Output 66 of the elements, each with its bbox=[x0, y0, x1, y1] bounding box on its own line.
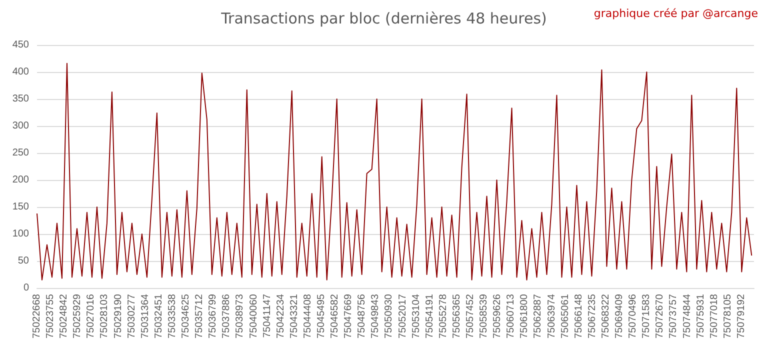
x-tick-label: 75067235 bbox=[586, 294, 598, 338]
x-tick-label: 75063974 bbox=[546, 294, 558, 338]
text: graphique créé par @arcange bbox=[594, 7, 758, 20]
x-tick-label: 75078105 bbox=[722, 294, 734, 338]
x-tick-label: 75047669 bbox=[343, 294, 354, 338]
y-tick-label: 450 bbox=[12, 40, 30, 50]
x-tick-label: 75044408 bbox=[302, 294, 314, 338]
x-tick-label: 75043321 bbox=[288, 294, 300, 338]
y-tick-label: 100 bbox=[12, 228, 30, 240]
x-tick-label: 75055278 bbox=[438, 294, 449, 338]
x-tick-label: 75031364 bbox=[140, 294, 151, 338]
x-tick-label: 75074844 bbox=[682, 294, 693, 338]
x-tick-label: 75062887 bbox=[532, 294, 544, 338]
x-tick-label: 75030277 bbox=[126, 294, 138, 338]
x-tick-label: 75058539 bbox=[478, 294, 490, 338]
x-tick-label: 75065061 bbox=[560, 294, 571, 338]
y-tick-label: 400 bbox=[12, 66, 30, 78]
x-tick-label: 75028103 bbox=[99, 294, 110, 338]
x-tick-label: 75073757 bbox=[668, 294, 680, 338]
x-tick-label: 75054191 bbox=[424, 294, 436, 338]
y-tick-label: 150 bbox=[12, 202, 30, 212]
x-tick-label: 75075931 bbox=[695, 294, 706, 338]
x-tick-label: 75036799 bbox=[208, 294, 219, 338]
y-tick-label: 200 bbox=[12, 174, 30, 186]
x-tick-label: 75022668 bbox=[32, 294, 42, 338]
line-series bbox=[36, 62, 752, 280]
x-tick-label: 75034625 bbox=[180, 294, 192, 338]
x-tick-label: 75072670 bbox=[654, 294, 666, 338]
x-tick-label: 75041147 bbox=[262, 294, 273, 338]
y-tick-label: 350 bbox=[12, 94, 30, 104]
x-tick-label: 75071583 bbox=[641, 294, 652, 338]
x-tick-label: 75024842 bbox=[58, 294, 70, 338]
x-tick-label: 75059626 bbox=[492, 294, 504, 338]
x-tick-label: 75040060 bbox=[248, 294, 260, 338]
y-tick-label: 0 bbox=[23, 282, 30, 294]
x-tick-label: 75023755 bbox=[45, 294, 56, 338]
x-tick-label: 75049843 bbox=[370, 294, 382, 338]
x-tick-label: 75037886 bbox=[221, 294, 232, 338]
y-tick-label: 250 bbox=[12, 148, 30, 158]
x-tick-label: 75046582 bbox=[330, 294, 341, 338]
x-tick-label: 75025929 bbox=[72, 294, 84, 338]
y-tick-label: 50 bbox=[18, 256, 30, 266]
x-tick-label: 75079192 bbox=[736, 294, 747, 338]
x-tick-label: 75035712 bbox=[194, 294, 206, 338]
x-tick-label: 75056365 bbox=[451, 294, 462, 338]
x-tick-label: 75045495 bbox=[316, 294, 327, 338]
x-tick-label: 75060713 bbox=[506, 294, 517, 338]
y-tick-label: 300 bbox=[12, 120, 30, 132]
chart-title: Transactions par bloc (dernières 48 heures) bbox=[220, 10, 547, 28]
x-tick-label: 75053104 bbox=[410, 294, 422, 338]
x-tick-label: 75042234 bbox=[275, 294, 286, 338]
x-tick-label: 75077018 bbox=[708, 294, 720, 338]
x-tick-label: 75032451 bbox=[153, 294, 164, 338]
x-tick-label: 75068322 bbox=[600, 294, 612, 338]
x-tick-label: 75052017 bbox=[397, 294, 408, 338]
x-tick-label: 75033538 bbox=[166, 294, 178, 338]
x-tick-label: 75048756 bbox=[356, 294, 368, 338]
x-tick-label: 75057452 bbox=[465, 294, 476, 338]
x-tick-label: 75038973 bbox=[234, 294, 246, 338]
x-tick-label: 75069409 bbox=[614, 294, 626, 338]
x-tick-label: 75029190 bbox=[112, 294, 124, 338]
x-tick-label: 75027016 bbox=[86, 294, 97, 338]
x-tick-label: 75066148 bbox=[573, 294, 584, 338]
x-tick-label: 75050930 bbox=[384, 294, 395, 338]
x-tick-label: 75070496 bbox=[628, 294, 639, 338]
x-tick-label: 75061800 bbox=[519, 294, 530, 338]
